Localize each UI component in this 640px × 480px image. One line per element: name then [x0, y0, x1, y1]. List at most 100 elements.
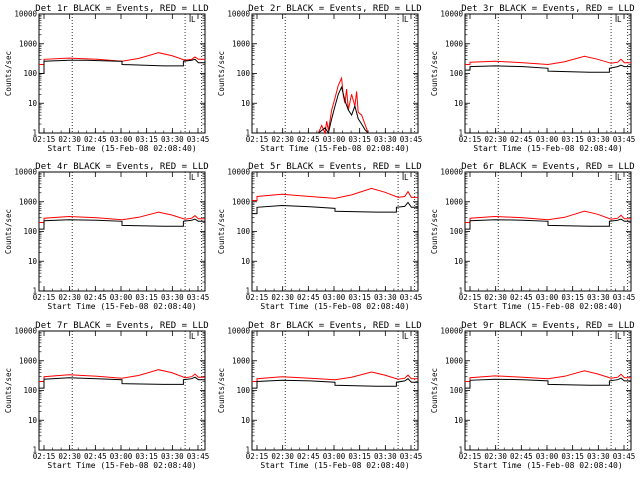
- x-tick-label: 03:00: [536, 293, 559, 302]
- x-tick-label: 03:45: [187, 135, 210, 144]
- x-tick-label: 03:45: [187, 452, 210, 461]
- y-tick-label: 10: [28, 416, 38, 425]
- y-axis-label: Counts/sec: [217, 51, 226, 96]
- x-tick-label: 03:30: [374, 452, 397, 461]
- plot-frame: [38, 13, 206, 134]
- x-tick-label: 03:30: [161, 135, 184, 144]
- plot-frame: [251, 330, 419, 451]
- panel-title: Det 6r BLACK = Events, RED = LLD: [461, 162, 634, 172]
- y-axis-label: Counts/sec: [430, 51, 439, 96]
- x-tick-label: 03:00: [323, 135, 346, 144]
- x-axis-label: Start Time (15-Feb-08 02:08:40): [47, 302, 196, 311]
- panel-title: Det 5r BLACK = Events, RED = LLD: [248, 162, 421, 172]
- y-tick-label: 1000: [232, 39, 251, 48]
- x-tick-label: 02:15: [33, 135, 56, 144]
- y-tick-label: 10000: [14, 10, 37, 19]
- plot-frame: [464, 171, 632, 292]
- y-tick-label: 10000: [227, 168, 250, 177]
- y-tick-label: 1000: [19, 197, 38, 206]
- x-tick-label: 02:15: [459, 452, 482, 461]
- series-line-events: [465, 64, 631, 73]
- x-tick-label: 02:30: [58, 452, 81, 461]
- y-tick-label: 10000: [227, 327, 250, 336]
- y-axis-label: Counts/sec: [4, 51, 13, 96]
- x-tick-label: 02:45: [510, 293, 533, 302]
- x-tick-label: 03:00: [110, 135, 133, 144]
- y-tick-label: 1: [245, 287, 250, 296]
- x-tick-label: 03:15: [135, 293, 158, 302]
- y-axis-label: Counts/sec: [217, 209, 226, 254]
- marker-label: L: [191, 173, 196, 182]
- x-tick-label: 03:30: [374, 135, 397, 144]
- y-tick-label: 1000: [19, 356, 38, 365]
- x-tick-label: 03:15: [135, 452, 158, 461]
- y-tick-label: 1000: [445, 197, 464, 206]
- x-tick-label: 02:45: [510, 452, 533, 461]
- x-tick-label: 02:30: [484, 293, 507, 302]
- y-tick-label: 10: [241, 416, 251, 425]
- panel-title: Det 1r BLACK = Events, RED = LLD: [35, 4, 208, 14]
- x-axis-label: Start Time (15-Feb-08 02:08:40): [47, 144, 196, 153]
- marker-label: L: [404, 173, 409, 182]
- y-tick-label: 10: [454, 99, 464, 108]
- panel-title: Det 3r BLACK = Events, RED = LLD: [461, 4, 634, 14]
- marker-label: L: [404, 332, 409, 341]
- x-tick-label: 03:30: [161, 452, 184, 461]
- y-tick-label: 1: [32, 446, 37, 455]
- x-tick-label: 03:15: [561, 452, 584, 461]
- series-line-events: [39, 58, 205, 74]
- series-line-lld: [317, 76, 369, 135]
- y-tick-label: 10000: [227, 10, 250, 19]
- x-axis-label: Start Time (15-Feb-08 02:08:40): [47, 461, 196, 470]
- y-axis-label: Counts/sec: [4, 368, 13, 413]
- panel-title: Det 2r BLACK = Events, RED = LLD: [248, 4, 421, 14]
- x-tick-label: 02:30: [484, 135, 507, 144]
- x-tick-label: 02:15: [246, 452, 269, 461]
- y-tick-label: 1: [32, 287, 37, 296]
- y-tick-label: 100: [449, 69, 463, 78]
- y-tick-label: 1000: [19, 39, 38, 48]
- x-axis-label: Start Time (15-Feb-08 02:08:40): [473, 144, 622, 153]
- x-tick-label: 02:45: [510, 135, 533, 144]
- y-tick-label: 100: [23, 227, 37, 236]
- series-line-lld: [465, 210, 631, 223]
- x-tick-label: 03:30: [587, 293, 610, 302]
- x-tick-label: 02:15: [459, 135, 482, 144]
- panel-title: Det 4r BLACK = Events, RED = LLD: [35, 162, 208, 172]
- plot-frame: [464, 330, 632, 451]
- y-tick-label: 1000: [445, 39, 464, 48]
- x-tick-label: 03:45: [400, 452, 423, 461]
- x-tick-label: 03:45: [187, 293, 210, 302]
- y-tick-label: 10: [454, 416, 464, 425]
- x-tick-label: 03:15: [348, 293, 371, 302]
- x-tick-label: 03:15: [348, 452, 371, 461]
- y-tick-label: 100: [236, 227, 250, 236]
- x-tick-label: 03:30: [374, 293, 397, 302]
- panel-title: Det 9r BLACK = Events, RED = LLD: [461, 321, 634, 331]
- y-tick-label: 10: [241, 99, 251, 108]
- x-tick-label: 02:30: [271, 452, 294, 461]
- series-line-lld: [465, 370, 631, 382]
- x-tick-label: 02:45: [297, 452, 320, 461]
- x-tick-label: 02:30: [271, 135, 294, 144]
- plot-frame: [251, 171, 419, 292]
- y-tick-label: 10: [454, 257, 464, 266]
- y-tick-label: 10000: [440, 10, 463, 19]
- x-tick-label: 03:15: [348, 135, 371, 144]
- x-axis-label: Start Time (15-Feb-08 02:08:40): [473, 461, 622, 470]
- x-tick-label: 02:45: [84, 452, 107, 461]
- marker-label: L: [404, 15, 409, 24]
- x-tick-label: 03:15: [561, 135, 584, 144]
- series-line-events: [318, 85, 369, 135]
- x-axis-label: Start Time (15-Feb-08 02:08:40): [260, 144, 409, 153]
- y-tick-label: 10: [241, 257, 251, 266]
- x-tick-label: 02:45: [297, 293, 320, 302]
- series-line-lld: [39, 369, 205, 382]
- series-line-lld: [39, 52, 205, 65]
